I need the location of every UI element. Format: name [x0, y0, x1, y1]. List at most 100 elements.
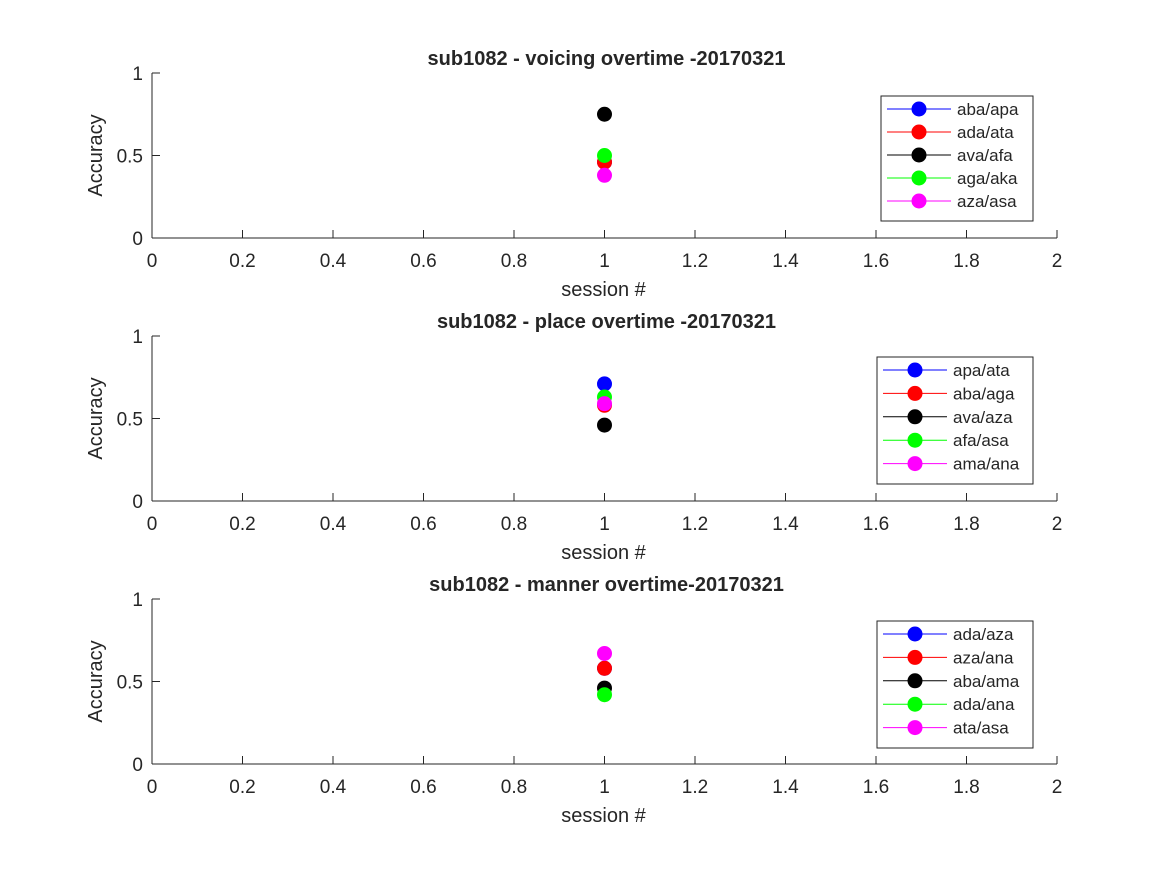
y-tick-label: 0.5	[117, 410, 143, 431]
x-tick-label: 1.6	[863, 514, 889, 535]
x-tick-label: 0.4	[320, 777, 347, 798]
chart-title: sub1082 - place overtime -20170321	[437, 311, 776, 333]
legend-label: apa/ata	[953, 361, 1010, 380]
x-tick-label: 1.4	[772, 777, 799, 798]
x-axis-label: session #	[561, 279, 646, 301]
legend-marker	[911, 147, 927, 163]
x-tick-label: 0	[147, 514, 158, 535]
subplot-2: 0 0.2 0.4 0.6 0.8 1 1.2 1.4 1.6 1.8 2 0 0.5 1 sub1082 …	[85, 311, 1062, 564]
legend-marker	[907, 456, 923, 472]
legend-marker	[907, 409, 923, 425]
x-tick-label: 1.4	[772, 514, 799, 535]
y-axis-label: Accuracy	[85, 640, 107, 722]
y-tick-label: 1	[132, 590, 143, 611]
legend-label: ada/ata	[957, 123, 1014, 142]
data-point	[597, 376, 612, 392]
x-tick-label: 0.4	[320, 251, 347, 272]
legend-label: ata/asa	[953, 719, 1009, 738]
x-tick-label: 0.6	[410, 777, 436, 798]
legend-label: aba/aga	[953, 384, 1015, 403]
data-point	[597, 106, 612, 122]
y-tick-label: 0.5	[117, 147, 143, 168]
legend-marker	[907, 673, 923, 689]
legend-marker	[911, 124, 927, 140]
x-tick-label: 0.2	[229, 514, 255, 535]
legend-label: ava/afa	[957, 146, 1013, 165]
legend-label: ama/ana	[953, 455, 1020, 474]
legend-box	[876, 620, 1034, 749]
subplot-1: 0 0.2 0.4 0.6 0.8 1 1.2 1.4 1.6 1.8 2 0 0.5 1 sub1082 …	[85, 48, 1062, 301]
data-point	[597, 687, 612, 703]
x-tick-label: 1	[599, 514, 610, 535]
y-tick-label: 1	[132, 327, 143, 348]
data-point	[597, 396, 612, 412]
y-tick-label: 0	[132, 229, 143, 250]
legend-label: aza/asa	[957, 192, 1017, 211]
x-tick-label: 1.8	[953, 777, 979, 798]
x-tick-label: 1.6	[863, 777, 889, 798]
x-tick-label: 2	[1052, 777, 1063, 798]
legend-label: aza/ana	[953, 648, 1014, 667]
data-point	[597, 660, 612, 676]
x-tick-label: 1.4	[772, 251, 799, 272]
x-tick-label: 1.2	[682, 514, 708, 535]
legend-marker	[907, 696, 923, 712]
legend-label: ada/aza	[953, 625, 1014, 644]
data-point	[597, 148, 612, 163]
legend-label: afa/asa	[953, 431, 1009, 450]
x-tick-label: 0.8	[501, 777, 527, 798]
subplot-3: 0 0.2 0.4 0.6 0.8 1 1.2 1.4 1.6 1.8 2 0 0.5 1 sub1082 …	[85, 574, 1062, 827]
legend-marker	[907, 385, 923, 401]
legend: aba/apa ada/ata ava/afa aga/aka aza/asa	[880, 95, 1034, 222]
y-tick-label: 1	[132, 64, 143, 85]
y-tick-label: 0	[132, 492, 143, 513]
y-axis-label: Accuracy	[85, 114, 107, 196]
x-tick-label: 1	[599, 777, 610, 798]
x-axis-label: session #	[561, 805, 646, 827]
legend-marker	[907, 432, 923, 448]
x-tick-label: 1.2	[682, 777, 708, 798]
x-tick-label: 0.2	[229, 777, 255, 798]
data-point	[597, 417, 612, 433]
data-point	[597, 645, 612, 661]
legend-label: ava/aza	[953, 408, 1013, 427]
y-tick-label: 0.5	[117, 673, 143, 694]
legend-marker	[907, 626, 923, 642]
x-tick-label: 0.6	[410, 514, 436, 535]
legend-marker	[911, 170, 927, 186]
x-tick-label: 0.6	[410, 251, 436, 272]
x-tick-label: 2	[1052, 251, 1063, 272]
x-axis-label: session #	[561, 542, 646, 564]
legend-marker	[907, 720, 923, 736]
legend-marker	[907, 649, 923, 665]
x-tick-label: 0	[147, 777, 158, 798]
legend-marker	[911, 101, 927, 117]
legend-label: aga/aka	[957, 169, 1018, 188]
legend: ada/aza aza/ana aba/ama ada/ana ata/asa	[876, 620, 1034, 749]
legend-label: aba/ama	[953, 672, 1020, 691]
x-tick-label: 0.2	[229, 251, 255, 272]
x-tick-label: 1.2	[682, 251, 708, 272]
legend: apa/ata aba/aga ava/aza afa/asa ama/ana	[876, 356, 1034, 485]
legend-marker	[907, 362, 923, 378]
y-tick-label: 0	[132, 755, 143, 776]
x-tick-label: 2	[1052, 514, 1063, 535]
x-tick-label: 1	[599, 251, 610, 272]
x-tick-label: 1.8	[953, 251, 979, 272]
x-tick-label: 0	[147, 251, 158, 272]
x-tick-label: 1.6	[863, 251, 889, 272]
legend-box	[876, 356, 1034, 485]
data-point	[597, 167, 612, 183]
chart-title: sub1082 - manner overtime-20170321	[429, 574, 784, 596]
chart-title: sub1082 - voicing overtime -20170321	[428, 48, 786, 70]
legend-marker	[911, 193, 927, 209]
legend-label: ada/ana	[953, 695, 1015, 714]
legend-box	[880, 95, 1034, 222]
x-tick-label: 0.8	[501, 514, 527, 535]
x-tick-label: 0.8	[501, 251, 527, 272]
legend-label: aba/apa	[957, 100, 1019, 119]
x-tick-label: 0.4	[320, 514, 347, 535]
y-axis-label: Accuracy	[85, 377, 107, 459]
x-tick-label: 1.8	[953, 514, 979, 535]
